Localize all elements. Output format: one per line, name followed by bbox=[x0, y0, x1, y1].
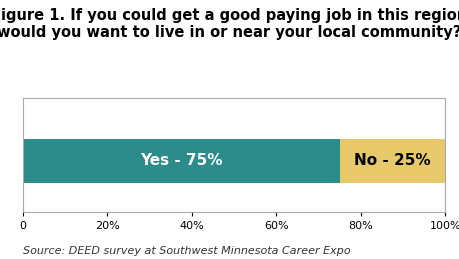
Text: Source: DEED survey at Southwest Minnesota Career Expo: Source: DEED survey at Southwest Minneso… bbox=[23, 246, 351, 256]
Text: Figure 1. If you could get a good paying job in this region
would you want to li: Figure 1. If you could get a good paying… bbox=[0, 8, 459, 40]
Text: Yes - 75%: Yes - 75% bbox=[140, 153, 223, 168]
Bar bbox=[340, 139, 445, 183]
Text: No - 25%: No - 25% bbox=[354, 153, 431, 168]
Bar bbox=[23, 139, 340, 183]
